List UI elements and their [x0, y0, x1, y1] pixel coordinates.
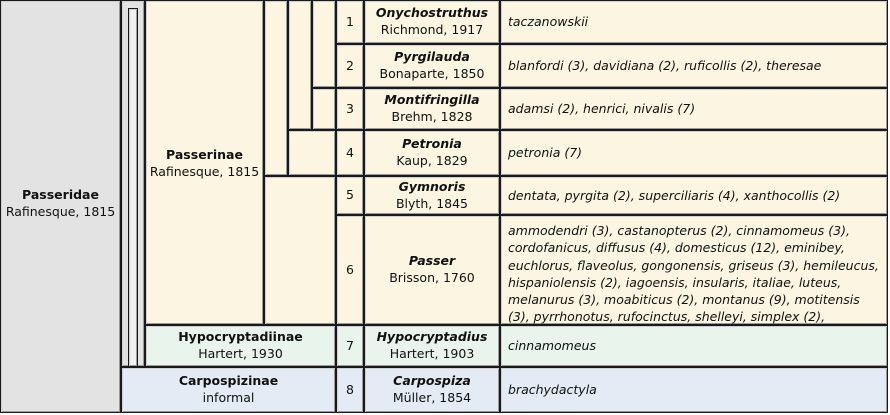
clade-bracket-d — [312, 0, 336, 88]
subfamily-name: Hypocryptadiinae — [178, 329, 303, 345]
genus-author: Kaup, 1829 — [396, 153, 468, 168]
family-cell — [0, 0, 121, 413]
genus-author: Brehm, 1828 — [391, 109, 473, 124]
species-cell: blanfordi (3), davidiana (2), ruficollis… — [500, 44, 888, 88]
species-cell: cinnamomeus — [500, 325, 888, 367]
species-cell: petronia (7) — [500, 130, 888, 176]
family-author: Rafinesque, 1815 — [5, 204, 116, 219]
subfamily-author: informal — [202, 390, 255, 405]
genus-author: Blyth, 1845 — [395, 195, 469, 211]
subfamily-hypocryptadiinae-cell — [145, 325, 336, 367]
subfamily-passerinae-label: Passerinae Rafinesque, 1815 — [145, 144, 264, 184]
genus-name: Hypocryptadius — [376, 329, 488, 345]
species-cell: brachydactyla — [500, 367, 888, 413]
subfamily-carpospizinae-cell — [121, 367, 336, 413]
genus-cell: Hypocryptadius Hartert, 1903 — [364, 325, 500, 367]
subfamily-hypocryptadiinae-label: Hypocryptadiinae Hartert, 1930 — [145, 327, 336, 365]
species-cell: ammodendri (3), castanopterus (2), cinna… — [500, 215, 888, 342]
clade-bracket-a-inner — [128, 8, 138, 367]
clade-bracket-c — [288, 0, 312, 130]
subfamily-name: Passerinae — [166, 147, 243, 163]
subfamily-carpospizinae-label: Carpospizinae informal — [121, 369, 336, 411]
genus-number: 4 — [336, 130, 364, 176]
subfamily-author: Rafinesque, 1815 — [149, 164, 260, 179]
genus-number: 2 — [336, 44, 364, 88]
genus-name: Onychostruthus — [375, 5, 489, 21]
genus-cell: Gymnoris Blyth, 1845 — [364, 176, 500, 215]
species-cell: dentata, pyrgita (2), superciliaris (4),… — [500, 176, 888, 215]
genus-cell: Montifringilla Brehm, 1828 — [364, 88, 500, 130]
genus-name: Carpospiza — [393, 373, 471, 389]
genus-cell: Carpospiza Müller, 1854 — [364, 367, 500, 413]
genus-number: 7 — [336, 325, 364, 367]
family-label: Passeridae Rafinesque, 1815 — [0, 180, 121, 228]
family-name: Passeridae — [22, 187, 99, 203]
genus-number: 6 — [336, 215, 364, 325]
genus-name: Petronia — [402, 136, 462, 152]
genus-number: 3 — [336, 88, 364, 130]
species-cell: taczanowskii — [500, 0, 888, 44]
genus-author: Müller, 1854 — [392, 390, 472, 405]
genus-author: Hartert, 1903 — [389, 346, 475, 361]
genus-name: Pyrgilauda — [394, 49, 470, 65]
species-cell: adamsi (2), henrici, nivalis (7) — [500, 88, 888, 130]
subfamily-passerinae-cell — [145, 0, 264, 325]
genus-name: Passer — [408, 253, 456, 269]
genus-cell: Onychostruthus Richmond, 1917 — [364, 0, 500, 44]
clade-bracket-f — [288, 130, 336, 176]
genus-cell: Pyrgilauda Bonaparte, 1850 — [364, 44, 500, 88]
clade-bracket-b — [264, 0, 288, 176]
genus-name: Gymnoris — [398, 178, 466, 194]
genus-cell: Petronia Kaup, 1829 — [364, 130, 500, 176]
genus-author: Bonaparte, 1850 — [379, 66, 485, 81]
genus-author: Brisson, 1760 — [389, 270, 475, 285]
genus-number: 5 — [336, 176, 364, 215]
genus-cell: Passer Brisson, 1760 — [364, 215, 500, 325]
clade-bracket-e — [312, 88, 336, 130]
genus-number: 8 — [336, 367, 364, 413]
genus-author: Richmond, 1917 — [380, 22, 484, 37]
subfamily-name: Carpospizinae — [178, 373, 279, 389]
subfamily-author: Hartert, 1930 — [198, 346, 283, 361]
clade-bracket-g — [264, 176, 336, 325]
genus-name: Montifringilla — [384, 92, 480, 108]
genus-number: 1 — [336, 0, 364, 44]
